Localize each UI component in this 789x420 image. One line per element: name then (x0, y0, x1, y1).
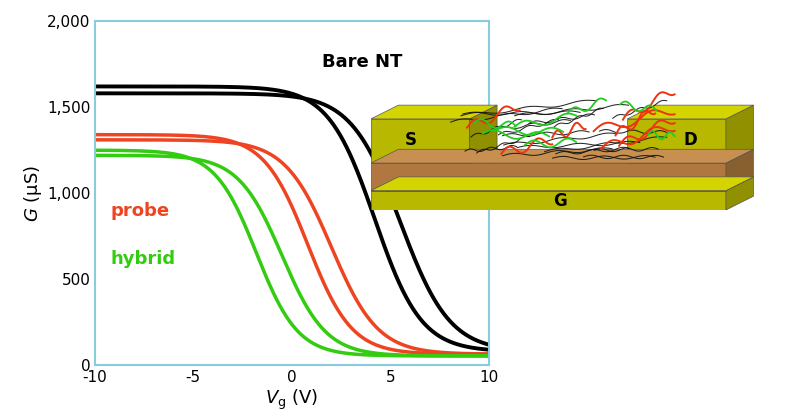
Polygon shape (627, 105, 753, 119)
Text: G: G (553, 192, 567, 210)
Polygon shape (726, 149, 753, 191)
Polygon shape (726, 177, 753, 210)
Polygon shape (371, 119, 469, 163)
Polygon shape (371, 149, 753, 163)
Polygon shape (371, 105, 497, 119)
Y-axis label: $\mathit{G}$ (µS): $\mathit{G}$ (µS) (22, 165, 44, 222)
Text: Bare NT: Bare NT (322, 53, 402, 71)
Polygon shape (469, 105, 497, 163)
Text: probe: probe (110, 202, 170, 220)
Text: hybrid: hybrid (110, 250, 176, 268)
Polygon shape (627, 119, 726, 163)
Polygon shape (371, 191, 726, 210)
Polygon shape (371, 163, 726, 191)
Text: D: D (683, 131, 697, 149)
Polygon shape (371, 177, 753, 191)
Text: S: S (404, 131, 417, 149)
Polygon shape (726, 105, 753, 163)
X-axis label: $\mathit{V}_\mathrm{g}$ (V): $\mathit{V}_\mathrm{g}$ (V) (265, 387, 319, 412)
